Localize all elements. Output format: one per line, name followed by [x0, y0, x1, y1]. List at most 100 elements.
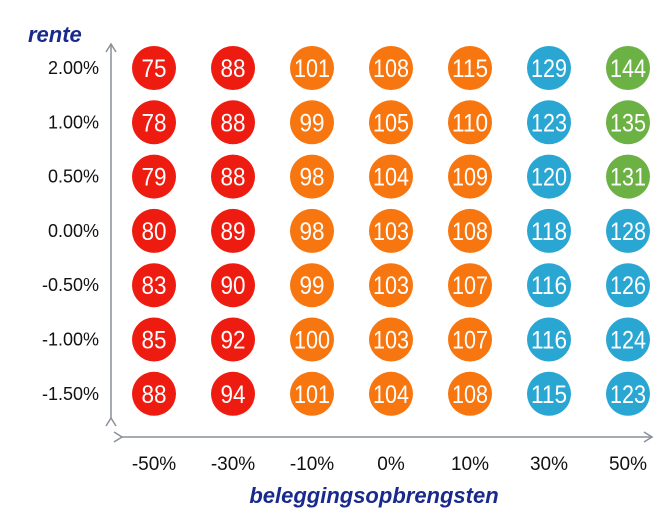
- bubble-value: 115: [531, 381, 567, 409]
- bubble: 144: [606, 46, 650, 90]
- bubble-value: 104: [373, 381, 409, 409]
- bubble-value: 75: [142, 55, 167, 83]
- bubble-value: 108: [452, 218, 488, 246]
- bubble: 103: [369, 263, 413, 308]
- bubble-value: 92: [221, 327, 246, 355]
- bubble-circle: [606, 371, 650, 416]
- bubble-value: 109: [452, 164, 488, 192]
- bubble: 107: [448, 317, 492, 362]
- bubble: 109: [448, 154, 492, 199]
- bubble-circle: [527, 263, 571, 308]
- bubble-circle: [211, 263, 255, 308]
- bubble-value: 129: [531, 55, 567, 83]
- bubble: 79: [132, 154, 176, 199]
- bubble-value: 98: [300, 164, 325, 192]
- bubble: 78: [132, 100, 176, 145]
- bubble-grid: 75 88 101 108 115 129 144 78 88 99 105 110 123 135 79 8…: [132, 46, 650, 416]
- bubble-circle: [527, 46, 571, 90]
- bubble-circle: [527, 208, 571, 253]
- bubble-circle: [290, 208, 334, 253]
- bubble-value: 98: [300, 218, 325, 246]
- bubble-value: 88: [221, 55, 246, 83]
- bubble-circle: [369, 154, 413, 199]
- bubble: 126: [606, 263, 650, 308]
- bubble: 103: [369, 317, 413, 362]
- bubble: 116: [527, 317, 571, 362]
- bubble-value: 115: [452, 55, 488, 83]
- bubble: 88: [132, 371, 176, 416]
- bubble: 98: [290, 208, 334, 253]
- bubble-value: 89: [221, 218, 246, 246]
- bubble-circle: [606, 317, 650, 362]
- bubble-circle: [132, 100, 176, 145]
- bubble: 115: [527, 371, 571, 416]
- bubble-value: 90: [221, 272, 246, 300]
- bubble-circle: [132, 317, 176, 362]
- bubble-circle: [211, 371, 255, 416]
- bubble: 83: [132, 263, 176, 308]
- bubble-value: 116: [531, 272, 567, 300]
- bubble: 135: [606, 100, 650, 145]
- bubble-circle: [369, 317, 413, 362]
- bubble-circle: [606, 263, 650, 308]
- bubble: 75: [132, 46, 176, 90]
- bubble-circle: [211, 154, 255, 199]
- bubble: 92: [211, 317, 255, 362]
- bubble: 108: [448, 371, 492, 416]
- bubble-value: 83: [142, 272, 167, 300]
- bubble-circle: [369, 100, 413, 145]
- bubble: 124: [606, 317, 650, 362]
- y-axis-title: rente: [28, 22, 82, 47]
- bubble-value: 88: [142, 381, 167, 409]
- y-tick-label: -0.50%: [42, 275, 99, 295]
- bubble-value: 118: [531, 218, 567, 246]
- bubble-circle: [527, 371, 571, 416]
- bubble-circle: [132, 263, 176, 308]
- bubble-circle: [369, 208, 413, 253]
- x-tick-label: -30%: [211, 454, 255, 475]
- y-tick-label: 0.50%: [48, 167, 99, 187]
- bubble-circle: [527, 317, 571, 362]
- bubble-value: 107: [452, 272, 488, 300]
- bubble-value: 104: [373, 164, 409, 192]
- bubble-value: 78: [142, 109, 167, 137]
- bubble-value: 116: [531, 327, 567, 355]
- y-tick-label: 2.00%: [48, 58, 99, 78]
- bubble: 99: [290, 263, 334, 308]
- bubble-value: 79: [142, 164, 167, 192]
- bubble-circle: [290, 46, 334, 90]
- bubble: 101: [290, 46, 334, 90]
- bubble-circle: [132, 371, 176, 416]
- bubble-circle: [369, 46, 413, 90]
- bubble-value: 126: [610, 272, 646, 300]
- bubble-value: 103: [373, 272, 409, 300]
- bubble-circle: [211, 100, 255, 145]
- bubble: 110: [448, 100, 492, 145]
- bubble-value: 100: [294, 327, 330, 355]
- bubble: 85: [132, 317, 176, 362]
- bubble-circle: [448, 317, 492, 362]
- bubble: 99: [290, 100, 334, 145]
- bubble: 108: [369, 46, 413, 90]
- bubble-circle: [290, 100, 334, 145]
- bubble: 123: [527, 100, 571, 145]
- bubble-circle: [448, 263, 492, 308]
- bubble: 103: [369, 208, 413, 253]
- bubble-circle: [290, 371, 334, 416]
- bubble: 104: [369, 371, 413, 416]
- bubble-value: 108: [452, 381, 488, 409]
- bubble-value: 103: [373, 327, 409, 355]
- bubble-value: 123: [610, 381, 646, 409]
- bubble-circle: [290, 263, 334, 308]
- bubble: 98: [290, 154, 334, 199]
- bubble: 123: [606, 371, 650, 416]
- bubble-circle: [606, 208, 650, 253]
- bubble: 88: [211, 46, 255, 90]
- y-tick-label: -1.00%: [42, 330, 99, 350]
- bubble: 100: [290, 317, 334, 362]
- bubble-value: 128: [610, 218, 646, 246]
- bubble-value: 123: [531, 109, 567, 137]
- x-tick-label: -50%: [132, 454, 176, 475]
- bubble-circle: [132, 46, 176, 90]
- bubble-value: 107: [452, 327, 488, 355]
